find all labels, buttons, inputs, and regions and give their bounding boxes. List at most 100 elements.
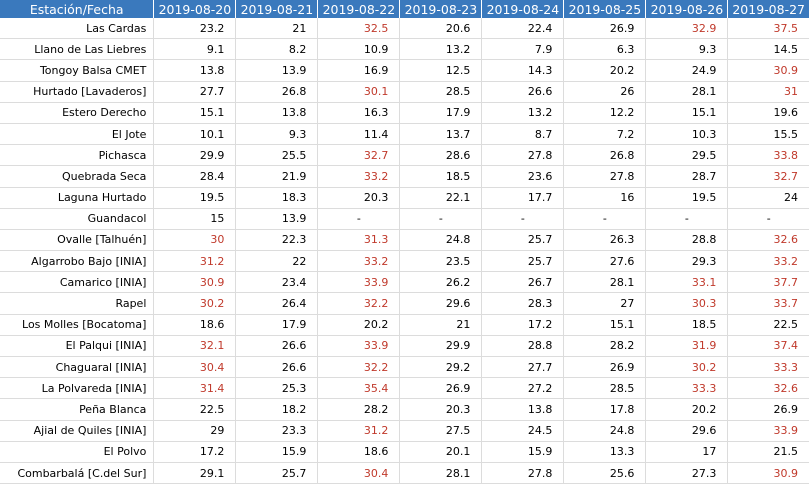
temperature-cell: 25.3: [235, 377, 319, 400]
temperature-cell: 21: [399, 314, 483, 336]
temperature-cell: 15.1: [563, 314, 647, 336]
temperature-cell: 14.3: [481, 59, 565, 82]
temperature-cell: -: [645, 208, 729, 230]
temperature-cell: 15.9: [481, 441, 565, 463]
station-column-header: Estación/Fecha: [0, 0, 155, 18]
table-row: Las Cardas 23.2 21 32.5 20.6 22.4 26.9 32.9 37.5: [0, 18, 809, 40]
station-name-cell: Llano de Las Liebres: [0, 38, 155, 61]
temperature-cell: 29.6: [399, 292, 483, 315]
temperature-cell: 24: [727, 187, 809, 209]
temperature-cell: 13.2: [399, 38, 483, 61]
station-name-cell: Peña Blanca: [0, 398, 155, 421]
temperature-cell: 37.5: [727, 18, 809, 40]
temperature-cell: 26.8: [235, 81, 319, 103]
temperature-cell: 18.6: [317, 441, 401, 463]
temperature-cell: 26.7: [481, 271, 565, 294]
temperature-cell: 28.1: [399, 462, 483, 484]
temperature-cell: 28.1: [645, 81, 729, 103]
station-name-cell: Guandacol: [0, 208, 155, 230]
table-row: Tongoy Balsa CMET 13.8 13.9 16.9 12.5 14.3 20.…: [0, 59, 809, 82]
table-row: Peña Blanca 22.5 18.2 28.2 20.3 13.8 17.8 20.2 2…: [0, 398, 809, 421]
table-row: Estero Derecho 15.1 13.8 16.3 17.9 13.2 12.2 15…: [0, 102, 809, 124]
station-name-cell: El Palqui [INIA]: [0, 335, 155, 358]
temperature-cell: 33.2: [317, 165, 401, 188]
temperature-cell: -: [481, 208, 565, 230]
date-column-header: 2019-08-24: [481, 0, 565, 18]
temperature-cell: 32.7: [727, 165, 809, 188]
temperature-cell: 32.1: [153, 335, 237, 358]
temperature-cell: 32.7: [317, 144, 401, 167]
temperature-cell: 26.4: [235, 292, 319, 315]
temperature-cell: 26.6: [235, 335, 319, 358]
temperature-cell: 31.4: [153, 377, 237, 400]
temperature-cell: 17: [645, 441, 729, 463]
temperature-cell: 26.6: [481, 81, 565, 103]
date-column-header: 2019-08-25: [563, 0, 647, 18]
temperature-cell: 27.6: [563, 250, 647, 273]
temperature-cell: 26.9: [563, 356, 647, 379]
temperature-cell: 15.5: [727, 123, 809, 146]
date-column-header: 2019-08-20: [153, 0, 237, 18]
temperature-cell: 11.4: [317, 123, 401, 146]
temperature-cell: 28.2: [563, 335, 647, 358]
temperature-cell: 27.8: [481, 144, 565, 167]
temperature-cell: 24.5: [481, 420, 565, 442]
temperature-cell: 20.2: [645, 398, 729, 421]
table-row: La Polvareda [INIA] 31.4 25.3 35.4 26.9 27.2 2…: [0, 377, 809, 400]
temperature-cell: 30.4: [153, 356, 237, 379]
temperature-cell: 6.3: [563, 38, 647, 61]
temperature-cell: 33.9: [317, 271, 401, 294]
temperature-cell: 15.1: [153, 102, 237, 124]
table-row: Llano de Las Liebres 9.1 8.2 10.9 13.2 7.9 6.3…: [0, 38, 809, 61]
temperature-cell: 33.1: [645, 271, 729, 294]
temperature-cell: 17.8: [563, 398, 647, 421]
temperature-cell: 26.8: [563, 144, 647, 167]
temperature-cell: 28.6: [399, 144, 483, 167]
temperature-cell: 19.5: [153, 187, 237, 209]
temperature-cell: 33.3: [645, 377, 729, 400]
temperature-cell: 13.8: [235, 102, 319, 124]
station-name-cell: Chaguaral [INIA]: [0, 356, 155, 379]
temperature-cell: 26.3: [563, 229, 647, 252]
temperature-cell: 7.2: [563, 123, 647, 146]
temperature-cell: 22: [235, 250, 319, 273]
temperature-cell: 27.7: [481, 356, 565, 379]
temperature-cell: 14.5: [727, 38, 809, 61]
table-row: Hurtado [Lavaderos] 27.7 26.8 30.1 28.5 26.6 2…: [0, 81, 809, 103]
temperature-cell: 20.3: [317, 187, 401, 209]
date-column-header: 2019-08-26: [645, 0, 729, 18]
temperature-cell: 33.7: [727, 292, 809, 315]
temperature-cell: 30.2: [645, 356, 729, 379]
temperature-cell: 10.3: [645, 123, 729, 146]
temperature-cell: 27: [563, 292, 647, 315]
temperature-cell: -: [727, 208, 809, 230]
temperature-cell: 33.2: [317, 250, 401, 273]
temperature-cell: 32.2: [317, 292, 401, 315]
temperature-cell: 13.7: [399, 123, 483, 146]
temperature-cell: 30.9: [153, 271, 237, 294]
temperature-cell: 18.2: [235, 398, 319, 421]
temperature-cell: 27.7: [153, 81, 237, 103]
temperature-cell: 16: [563, 187, 647, 209]
temperature-cell: 28.8: [645, 229, 729, 252]
temperature-cell: 20.2: [563, 59, 647, 82]
temperature-cell: 33.3: [727, 356, 809, 379]
temperature-cell: 26.2: [399, 271, 483, 294]
table-row: Los Molles [Bocatoma] 18.6 17.9 20.2 21 17.2 1…: [0, 314, 809, 336]
temperature-cell: 16.3: [317, 102, 401, 124]
temperature-cell: 25.7: [235, 462, 319, 484]
station-name-cell: Algarrobo Bajo [INIA]: [0, 250, 155, 273]
temperature-cell: 31.2: [317, 420, 401, 442]
temperature-cell: 30.3: [645, 292, 729, 315]
table-row: El Palqui [INIA] 32.1 26.6 33.9 29.9 28.8 28.2…: [0, 335, 809, 358]
temperature-cell: 8.7: [481, 123, 565, 146]
temperature-cell: 30: [153, 229, 237, 252]
temperature-cell: 29.5: [645, 144, 729, 167]
station-name-cell: El Polvo: [0, 441, 155, 463]
station-name-cell: Estero Derecho: [0, 102, 155, 124]
temperature-cell: -: [399, 208, 483, 230]
table-row: Quebrada Seca 28.4 21.9 33.2 18.5 23.6 27.8 28.…: [0, 165, 809, 188]
temperature-cell: 17.2: [481, 314, 565, 336]
temperature-cell: 16.9: [317, 59, 401, 82]
